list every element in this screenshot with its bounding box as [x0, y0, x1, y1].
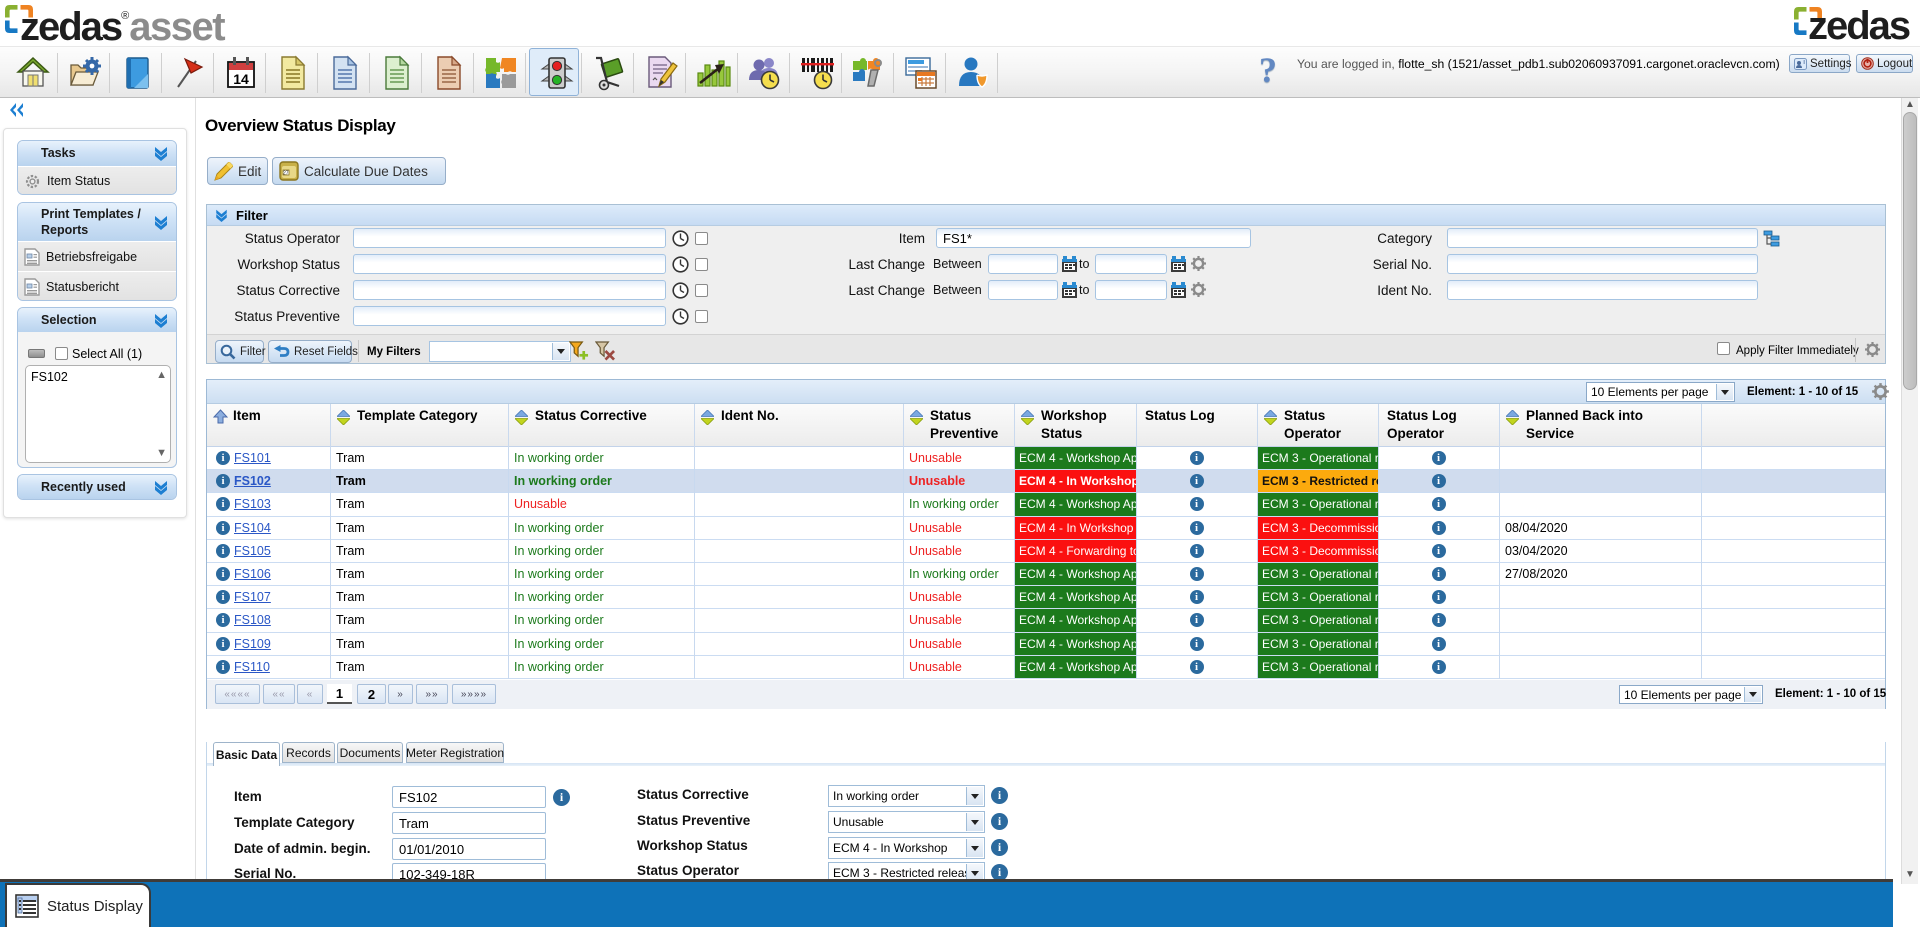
- svg-text:27: 27: [283, 170, 289, 176]
- svg-text:14: 14: [233, 71, 249, 87]
